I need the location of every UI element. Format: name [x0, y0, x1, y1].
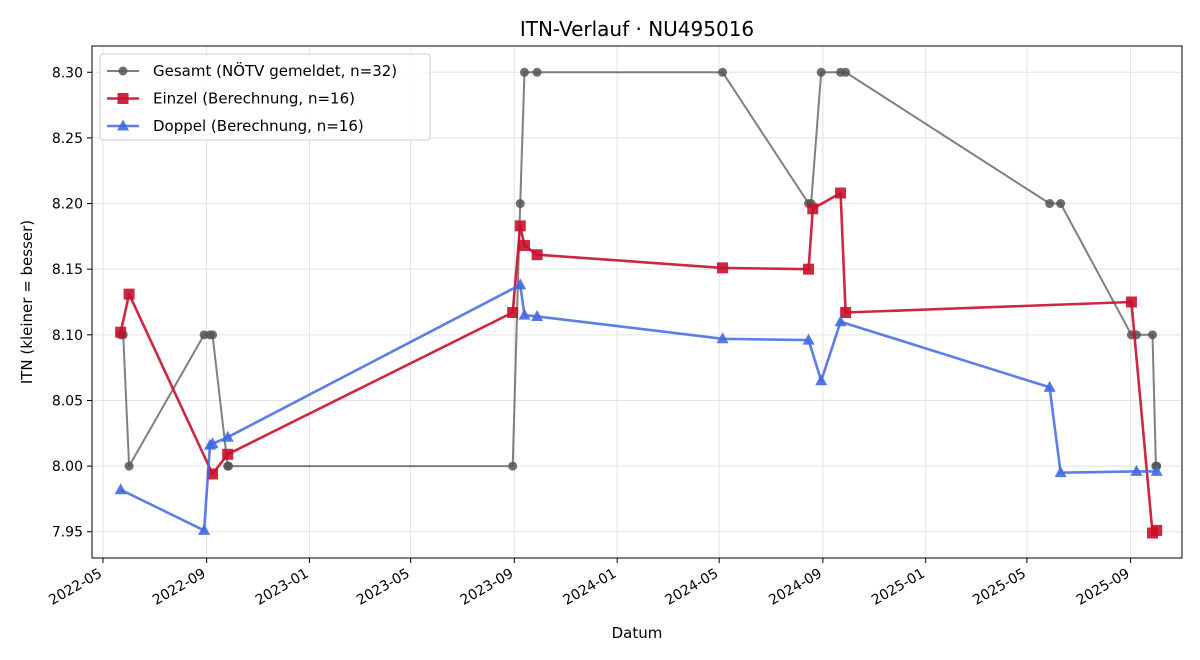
legend-label: Doppel (Berechnung, n=16) [153, 117, 364, 135]
legend-label: Einzel (Berechnung, n=16) [153, 90, 355, 108]
series-square [115, 187, 1163, 539]
data-point [514, 220, 526, 232]
data-point [1054, 466, 1067, 478]
data-point [114, 483, 127, 495]
data-point [834, 315, 847, 327]
y-tick-label: 8.30 [52, 65, 83, 81]
series-line [120, 283, 1157, 532]
data-point [802, 333, 815, 345]
x-tick-label: 2022-05 [46, 566, 105, 609]
data-point [1150, 464, 1163, 476]
data-point [816, 67, 826, 77]
data-point [222, 448, 234, 460]
plot-frame [91, 45, 1183, 559]
plot-series [114, 67, 1163, 539]
x-tick-label: 2025-05 [970, 566, 1029, 609]
data-point [123, 288, 135, 300]
x-tick-label: 2023-01 [253, 566, 312, 609]
data-point [835, 187, 847, 199]
legend: Gesamt (NÖTV gemeldet, n=32) Einzel (Bere… [99, 53, 431, 141]
grid-lines [92, 46, 1182, 558]
y-tick-label: 8.20 [52, 197, 83, 213]
x-tick-label: 2024-01 [561, 566, 620, 609]
x-tick-label: 2024-09 [766, 566, 825, 609]
legend-label: Gesamt (NÖTV gemeldet, n=32) [153, 61, 397, 80]
data-point [1043, 380, 1056, 392]
y-tick-label: 8.00 [52, 459, 83, 475]
y-tick-label: 8.25 [52, 131, 83, 147]
data-point [207, 468, 219, 480]
data-point [718, 67, 728, 77]
series-line [119, 191, 1158, 535]
y-tick-label: 8.15 [52, 262, 83, 278]
data-point [1130, 464, 1143, 476]
x-axis-label: Datum [612, 624, 663, 642]
data-point [1056, 199, 1066, 209]
x-tick-label: 2023-09 [458, 566, 517, 609]
data-point [1045, 199, 1055, 209]
data-point [206, 437, 219, 449]
legend-box [99, 53, 431, 141]
data-point [815, 374, 828, 386]
legend-marker [117, 119, 129, 131]
data-point [508, 461, 518, 471]
data-point [840, 307, 852, 319]
legend-marker [118, 66, 128, 76]
data-point [518, 240, 530, 252]
data-point [1125, 296, 1137, 308]
data-point [841, 67, 851, 77]
data-point [115, 326, 127, 338]
x-tick-label: 2023-05 [354, 566, 413, 609]
data-point [224, 461, 234, 471]
series-triangle [114, 278, 1163, 535]
y-tick-label: 7.95 [52, 525, 83, 541]
y-axis-ticks: 7.95 8.00 8.05 8.10 8.15 8.20 8.25 8.30 [52, 65, 92, 541]
data-point [803, 263, 815, 275]
x-tick-label: 2025-01 [869, 566, 928, 609]
data-point [1147, 330, 1157, 340]
data-point [518, 308, 531, 320]
data-point [124, 461, 134, 471]
x-tick-label: 2025-09 [1074, 566, 1133, 609]
data-point [1151, 524, 1163, 536]
data-point [716, 332, 729, 344]
data-point [531, 249, 543, 261]
x-tick-label: 2024-05 [663, 566, 722, 609]
data-point [198, 523, 211, 535]
data-point [221, 430, 234, 442]
data-point [717, 262, 729, 274]
data-point [807, 203, 819, 215]
data-point [208, 330, 218, 340]
data-point [514, 278, 527, 290]
data-point [519, 67, 529, 77]
y-axis-label: ITN (kleiner = besser) [18, 220, 36, 384]
data-point [507, 307, 519, 319]
y-tick-label: 8.10 [52, 328, 83, 344]
data-point [531, 309, 544, 321]
x-axis-ticks: 2022-05 2022-09 2023-01 2023-05 2023-09 2024-… [46, 558, 1133, 609]
legend-marker [117, 93, 129, 104]
chart-title: ITN-Verlauf · NU495016 [520, 17, 754, 41]
data-point [515, 199, 525, 209]
y-tick-label: 8.05 [52, 393, 83, 409]
x-tick-label: 2022-09 [150, 566, 209, 609]
data-point [532, 67, 542, 77]
